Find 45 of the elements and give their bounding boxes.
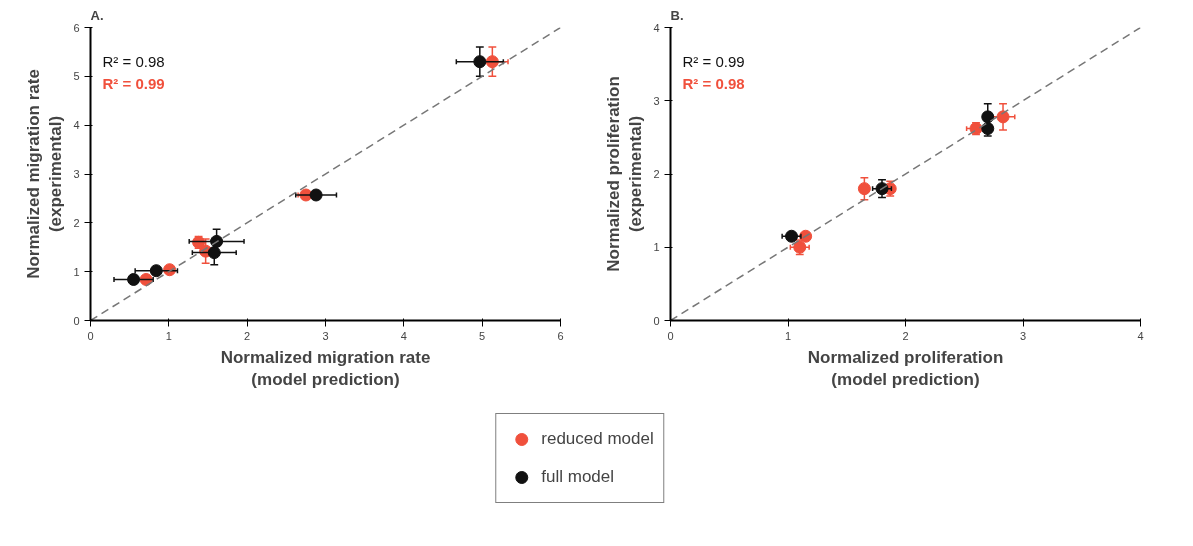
y-tick-label: 5 (73, 70, 80, 83)
annotation: R² = 0.99 (102, 74, 165, 92)
x-tick-label: 1 (784, 329, 792, 342)
point (127, 272, 141, 286)
x-tick-label: 5 (479, 329, 486, 342)
y-tick-label: 2 (653, 168, 660, 180)
y-tick-label: 1 (653, 241, 660, 254)
y-tick-label: 0 (73, 314, 80, 327)
y-tick-label: 0 (653, 314, 660, 327)
x-tick-label: 2 (902, 329, 909, 342)
y-tick-label: 4 (73, 119, 80, 132)
point (785, 229, 799, 243)
chart-title: B. (670, 7, 684, 23)
x-tick-label: 3 (1019, 329, 1027, 342)
legend-label: full model (541, 466, 615, 487)
point (996, 110, 1010, 124)
x-tick-label: 4 (400, 329, 407, 342)
y-tick-label: 6 (73, 21, 80, 34)
x-axis-title: Normalized proliferation (model prediction) (807, 347, 1004, 390)
y-tick-label: 3 (73, 168, 80, 180)
y-axis-title: Normalized proliferation (experimental) (603, 76, 646, 272)
x-tick-label: 1 (165, 329, 172, 342)
x-tick-label: 0 (87, 329, 94, 342)
x-axis-title: Normalized migration rate (model prediction) (220, 347, 431, 390)
annotation: R² = 0.99 (682, 52, 745, 70)
y-tick-label: 2 (73, 216, 80, 229)
x-tick-label: 2 (244, 329, 251, 342)
x-tick-label: 6 (557, 329, 564, 342)
y-tick-label: 3 (653, 94, 660, 107)
point (309, 188, 323, 202)
y-tick-label: 4 (653, 21, 660, 34)
x-tick-label: 0 (667, 329, 674, 342)
annotation: R² = 0.98 (102, 52, 165, 70)
point (981, 110, 995, 124)
point (473, 55, 487, 69)
point (149, 264, 163, 278)
legend-label: reduced model (541, 428, 654, 449)
y-axis-title: Normalized migration rate (experimental) (23, 69, 66, 279)
y-tick-label: 1 (73, 265, 80, 278)
x-tick-label: 3 (322, 329, 329, 342)
point (857, 182, 871, 196)
chart-title: A. (90, 7, 104, 23)
point (207, 246, 221, 260)
annotation: R² = 0.98 (682, 74, 745, 92)
x-tick-label: 4 (1137, 329, 1144, 342)
